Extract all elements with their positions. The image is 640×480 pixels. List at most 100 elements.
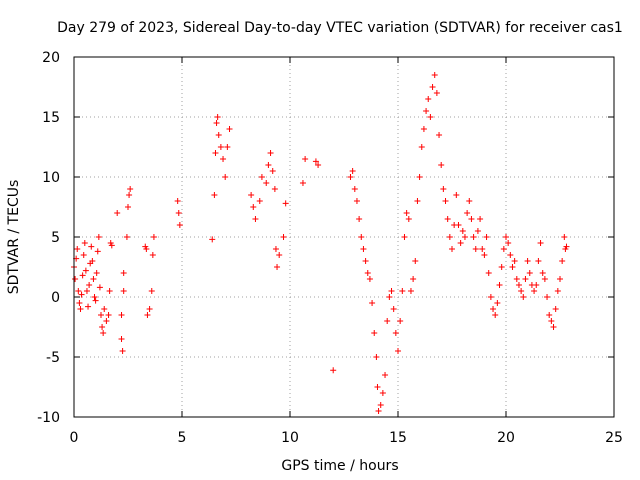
data-point — [537, 240, 544, 246]
data-point — [500, 246, 507, 252]
y-tick-label: 0 — [51, 290, 60, 306]
data-point — [563, 243, 570, 250]
data-point — [520, 294, 527, 300]
data-point — [539, 270, 546, 276]
data-point — [256, 198, 263, 204]
data-point — [95, 234, 102, 240]
data-point — [429, 84, 436, 90]
data-point — [96, 284, 103, 291]
data-point — [410, 276, 417, 282]
data-point — [150, 234, 157, 240]
data-point — [86, 282, 93, 288]
data-point — [78, 291, 85, 298]
data-point — [459, 228, 466, 234]
data-point — [492, 312, 499, 318]
data-point — [360, 246, 367, 252]
data-point — [541, 276, 548, 282]
data-point — [144, 312, 151, 318]
data-point — [557, 276, 563, 282]
data-point — [213, 120, 220, 126]
data-point — [120, 270, 127, 276]
x-tick-label: 5 — [178, 430, 187, 446]
data-point — [507, 252, 514, 258]
data-point — [75, 288, 82, 294]
data-point — [377, 402, 384, 408]
data-point — [209, 236, 216, 243]
data-point — [252, 216, 259, 222]
data-point — [108, 242, 115, 249]
data-point — [470, 234, 477, 240]
data-point — [353, 198, 360, 204]
data-point — [485, 270, 492, 276]
data-point — [515, 282, 522, 288]
data-point — [418, 144, 425, 150]
data-point — [127, 186, 134, 192]
data-point — [526, 270, 533, 276]
data-point — [438, 162, 445, 168]
data-point — [483, 234, 490, 240]
data-point — [457, 240, 464, 246]
data-point — [533, 282, 540, 288]
data-point — [212, 150, 219, 156]
x-axis-label: GPS time / hours — [281, 458, 398, 474]
data-point — [423, 108, 430, 114]
data-point — [315, 162, 322, 168]
data-point — [518, 288, 525, 294]
data-point — [548, 318, 555, 324]
y-tick-label: 15 — [42, 110, 60, 126]
data-point — [347, 174, 354, 180]
data-point — [90, 276, 97, 282]
data-point — [494, 300, 501, 306]
data-point — [505, 240, 512, 246]
data-point — [399, 288, 406, 294]
data-point — [148, 288, 155, 294]
data-point — [524, 258, 531, 264]
data-point — [89, 258, 96, 264]
data-point — [468, 216, 475, 222]
data-point — [546, 312, 553, 318]
y-tick-label: 5 — [51, 230, 60, 246]
data-point — [425, 96, 432, 102]
data-point — [143, 246, 150, 252]
data-point — [123, 234, 130, 240]
data-point — [390, 306, 397, 312]
data-point — [248, 192, 255, 198]
data-point — [397, 318, 404, 324]
data-points — [71, 72, 570, 414]
chart-title: Day 279 of 2023, Sidereal Day-to-day VTE… — [57, 20, 623, 36]
data-point — [503, 234, 509, 240]
data-point — [99, 324, 106, 330]
x-tick-label: 20 — [497, 430, 515, 446]
y-tick-label: -10 — [37, 410, 60, 426]
data-point — [98, 312, 104, 318]
data-point — [416, 174, 423, 180]
data-point — [373, 354, 380, 360]
data-point — [272, 246, 279, 252]
x-tick-label: 15 — [389, 430, 407, 446]
data-point — [481, 252, 488, 258]
data-point — [444, 216, 451, 222]
data-point — [561, 234, 568, 240]
data-point — [101, 306, 108, 312]
data-point — [414, 198, 421, 204]
data-point — [119, 348, 126, 354]
data-point — [88, 243, 95, 250]
data-point — [276, 252, 283, 258]
data-point — [513, 276, 520, 282]
data-point — [374, 384, 381, 390]
data-point — [449, 246, 455, 252]
data-point — [118, 312, 125, 318]
data-point — [487, 294, 494, 300]
data-point — [176, 222, 183, 228]
data-point — [395, 348, 401, 354]
data-point — [427, 114, 434, 120]
x-tick-label: 10 — [281, 430, 299, 446]
axis-ticks: 0 5 10 15 20 25 -10 -5 0 5 10 15 20 — [37, 50, 623, 446]
data-point — [498, 264, 505, 270]
data-point — [431, 72, 438, 78]
data-point — [366, 276, 373, 282]
data-point — [384, 318, 391, 324]
data-point — [490, 306, 497, 312]
data-point — [392, 330, 399, 336]
data-point — [92, 297, 99, 304]
